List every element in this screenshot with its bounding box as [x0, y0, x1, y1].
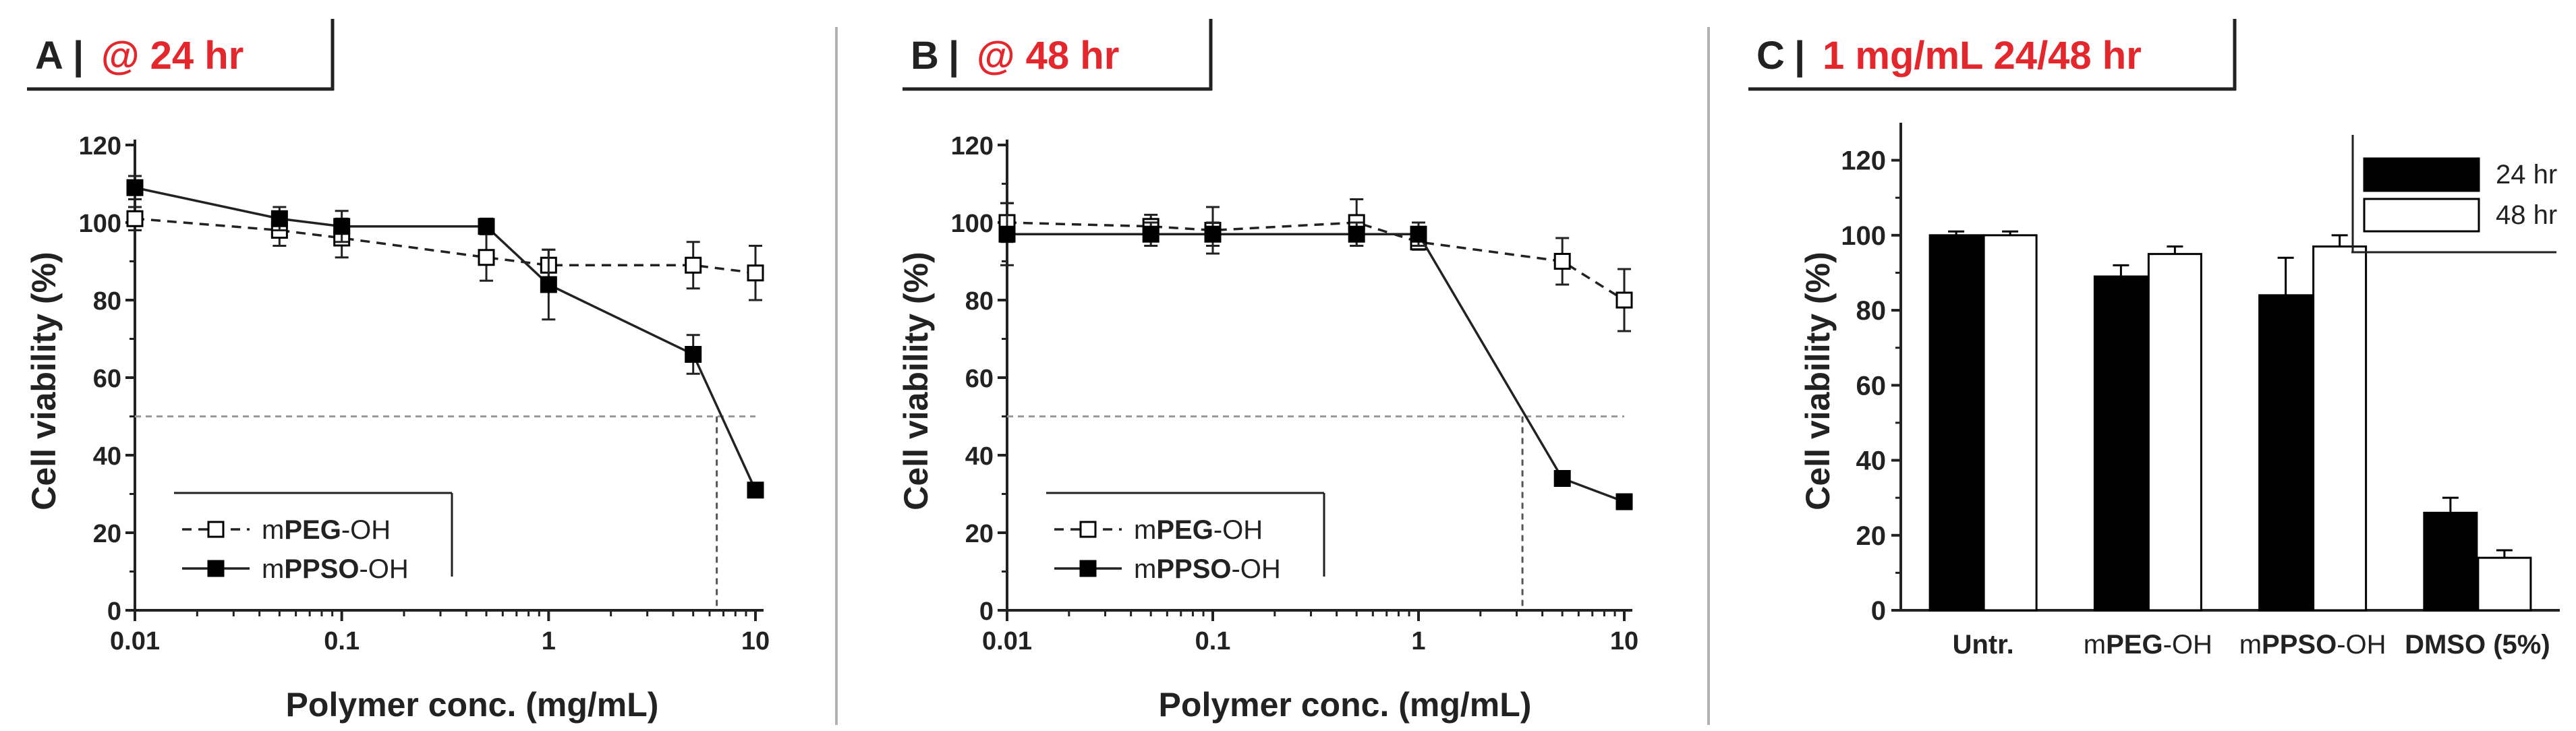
panel-b-series-line-mppso	[1007, 233, 1625, 503]
panel-a-y-tick-label: 20	[93, 520, 121, 548]
panel-c-letter: C	[1756, 34, 1785, 78]
panel-b-y-tick-label: 120	[951, 132, 994, 160]
panel-b-legend-label: mPEG-OH	[1134, 515, 1263, 545]
panel-c-category-label: mPPSO-OH	[2239, 630, 2386, 660]
panel-a-y-tick-label: 40	[93, 442, 121, 471]
panel-c-bar-24hr	[2093, 275, 2148, 612]
panel-b-data-point-mppso	[998, 225, 1016, 243]
panel-a-data-point-mppso	[126, 179, 144, 196]
panel-a-data-point-mppso	[685, 346, 702, 363]
panel-b-y-tick-label: 80	[965, 287, 994, 316]
panel-c-bar-48hr	[2477, 556, 2532, 612]
panel-c-ylabel: Cell viability (%)	[1799, 252, 1837, 510]
panel-a-y-tick-label: 100	[79, 210, 121, 238]
panel-b-x-tick-label: 0.01	[982, 627, 1032, 655]
panel-c-y-tick-label: 120	[1841, 146, 1886, 176]
panel-c-bar-24hr	[2423, 511, 2478, 612]
panel-c-title: 1 mg/mL 24/48 hr	[1823, 34, 2142, 78]
panel-a-ylabel: Cell viability (%)	[25, 252, 63, 510]
panel-a-plot: 0 20 40 60 80 100 120 0.01 0.1 1 10 mPEG-OH mPPSO-OH	[79, 132, 770, 655]
panel-a-legend-swatch-marker	[207, 521, 225, 538]
panel-a-separator: |	[73, 34, 84, 78]
panel-a-legend-label: mPPSO-OH	[262, 554, 409, 584]
panel-b-ylabel: Cell viability (%)	[897, 252, 935, 510]
panel-c-y-tick-label: 40	[1856, 446, 1887, 476]
panel-a-legend: mPEG-OH mPPSO-OH	[174, 492, 453, 584]
panel-b-legend-swatch-marker	[1079, 521, 1097, 538]
panel-b-header: B | @ 48 hr	[903, 19, 1213, 91]
panel-b-legend: mPEG-OH mPPSO-OH	[1046, 492, 1325, 584]
panel-a-y-tick-label: 120	[79, 132, 121, 160]
panel-c-bar-48hr	[2147, 253, 2202, 612]
panel-a-data-point-mpeg	[685, 256, 702, 274]
panel-c-separator: |	[1794, 34, 1805, 78]
panel-b-x-tick-label: 0.1	[1195, 627, 1231, 655]
panel-b-data-point-mpeg	[1553, 253, 1571, 270]
panel-b-xlabel: Polymer conc. (mg/mL)	[1159, 686, 1532, 724]
panel-a-header: A | @ 24 hr	[27, 19, 335, 91]
panel-a-series-line-mppso	[134, 186, 757, 491]
panel-a-x-tick-label: 0.01	[110, 627, 160, 655]
panel-a-x-tick-label: 0.1	[324, 627, 360, 655]
panel-a-y-tick-label: 60	[93, 365, 121, 393]
panel-c-bar-48hr	[1982, 234, 2038, 612]
panel-b-data-point-mppso	[1615, 493, 1633, 510]
panel-b-y-tick-label: 100	[951, 210, 994, 238]
panel-a-legend-label: mPEG-OH	[262, 515, 391, 545]
panel-c-category-label: DMSO (5%)	[2405, 630, 2550, 660]
panel-b-y-tick-label: 40	[965, 442, 994, 471]
panel-b-x-tick-label: 1	[1411, 627, 1425, 655]
panel-b-y-tick-label: 60	[965, 365, 994, 393]
panel-c-legend: 24 hr 48 hr	[2351, 135, 2557, 254]
panel-c-y-tick-label: 60	[1856, 371, 1887, 401]
panel-a-x-tick-label: 10	[741, 627, 770, 655]
panel-a-data-point-mppso	[270, 210, 288, 227]
panel-a-y-tick-label: 80	[93, 287, 121, 316]
panel-a-data-point-mppso	[540, 276, 557, 293]
panel-c-y-tick-label: 0	[1871, 596, 1886, 626]
panel-b-data-point-mppso	[1142, 225, 1160, 243]
panel-c-y-tick-label: 80	[1856, 296, 1887, 326]
panel-a-data-point-mpeg	[747, 264, 764, 282]
panel-c-bar-24hr	[1928, 234, 1984, 612]
panel-b-data-point-mpeg	[1615, 291, 1633, 309]
panel-a-title: @ 24 hr	[101, 34, 244, 78]
panel-c-legend-swatch	[2363, 198, 2480, 233]
panel-b-y-tick-label: 20	[965, 520, 994, 548]
panel-b-legend-swatch-marker	[1079, 560, 1097, 577]
panel-b-x-tick-label: 10	[1610, 627, 1638, 655]
panel-b-data-point-mppso	[1553, 470, 1571, 487]
panel-c-bar-48hr	[2312, 245, 2368, 612]
panel-c-header: C | 1 mg/mL 24/48 hr	[1748, 19, 2237, 91]
panel-c-category-label: mPEG-OH	[2084, 630, 2212, 660]
panel-b-data-point-mppso	[1348, 225, 1365, 243]
panel-c-legend-swatch	[2363, 157, 2480, 192]
panel-a-data-point-mpeg	[478, 249, 495, 266]
panel-c-y-tick-label: 20	[1856, 521, 1887, 551]
panel-a-data-point-mppso	[747, 481, 764, 499]
panel-b-legend-label: mPPSO-OH	[1134, 554, 1281, 584]
panel-b-data-point-mppso	[1410, 225, 1427, 243]
panel-b-data-point-mppso	[1204, 225, 1222, 243]
panel-c-plot: 0 20 40 60 80 100 120 Untr. mPEG-OH mPPSO-OH DMSO …	[1841, 123, 2560, 660]
panel-b-y-tick-label: 0	[979, 597, 994, 626]
panel-a-data-point-mppso	[333, 218, 351, 235]
panel-b-plot: 0 20 40 60 80 100 120 0.01 0.1 1 10 mPEG-OH mPPSO-OH	[951, 132, 1639, 655]
panel-a-legend-swatch-marker	[207, 560, 225, 577]
panel-c-bar-24hr	[2258, 294, 2314, 612]
panel-a-y-tick-label: 0	[107, 597, 121, 626]
panel-a-data-point-mppso	[478, 218, 495, 235]
panel-c-category-label: Untr.	[1953, 630, 2014, 660]
panel-a-data-point-mpeg	[126, 210, 144, 227]
panel-b-title: @ 48 hr	[977, 34, 1119, 78]
panel-a-letter: A	[35, 34, 63, 78]
panel-b-separator: |	[948, 34, 959, 78]
panel-c-legend-label: 24 hr	[2496, 160, 2557, 189]
panel-c-y-tick-label: 100	[1841, 221, 1886, 251]
panel-a-x-tick-label: 1	[542, 627, 556, 655]
panel-c-legend-label: 48 hr	[2496, 200, 2557, 230]
panel-b-letter: B	[911, 34, 939, 78]
panel-a-xlabel: Polymer conc. (mg/mL)	[286, 686, 659, 724]
